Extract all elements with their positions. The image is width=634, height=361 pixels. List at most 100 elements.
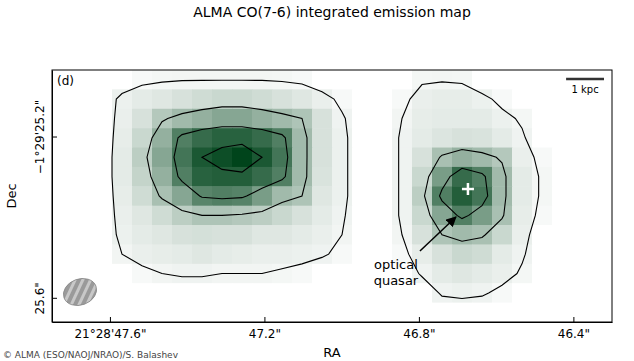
cell: [272, 167, 293, 187]
cell: [332, 186, 353, 206]
cell: [452, 206, 473, 226]
cell: [232, 225, 253, 245]
cell: [512, 283, 533, 303]
cell: [332, 244, 353, 264]
cell: [272, 244, 293, 264]
cell: [352, 109, 373, 129]
cell: [172, 167, 193, 187]
contours: [112, 80, 539, 298]
y-tick: 25.6": [33, 282, 57, 314]
cell: [92, 225, 113, 245]
cell: [372, 128, 393, 148]
cell: [152, 128, 173, 148]
cell: [452, 264, 473, 284]
cell: [152, 109, 173, 129]
cell: [412, 128, 433, 148]
cell: [292, 206, 313, 226]
cell: [512, 70, 533, 90]
cell: [492, 303, 513, 322]
cell: [412, 70, 433, 90]
cell: [192, 89, 213, 109]
cell: [292, 283, 313, 303]
cell: [372, 303, 393, 322]
cell: [372, 70, 393, 90]
cell: [72, 244, 93, 264]
cell: [492, 206, 513, 226]
cell: [92, 148, 113, 168]
cell: [532, 89, 553, 109]
cell: [532, 70, 553, 90]
cell: [532, 264, 553, 284]
cell: [532, 128, 553, 148]
cell: [252, 283, 273, 303]
cell: [212, 128, 233, 148]
cell: [132, 148, 153, 168]
cell: [512, 244, 533, 264]
cell: [392, 70, 413, 90]
cell: [392, 206, 413, 226]
cell: [272, 303, 293, 322]
x-axis-line: [53, 322, 613, 323]
cell: [332, 206, 353, 226]
cell: [292, 89, 313, 109]
cell: [492, 186, 513, 206]
cell: [332, 70, 353, 90]
cell: [172, 225, 193, 245]
cell: [152, 167, 173, 187]
cell: [572, 206, 593, 226]
cell: [312, 186, 333, 206]
cell: [72, 225, 93, 245]
cell: [552, 206, 573, 226]
y-axis-line: [52, 71, 53, 323]
cell: [372, 89, 393, 109]
cell: [312, 225, 333, 245]
cell: [132, 303, 153, 322]
cell: [252, 186, 273, 206]
cell: [572, 264, 593, 284]
cell: [492, 167, 513, 187]
cell: [312, 303, 333, 322]
cell: [432, 283, 453, 303]
cell: [512, 128, 533, 148]
cell: [352, 128, 373, 148]
cell: [112, 186, 133, 206]
cell: [472, 70, 493, 90]
x-tick: 47.2": [249, 317, 281, 341]
cell: [52, 244, 73, 264]
cell: [192, 186, 213, 206]
cell: [472, 283, 493, 303]
cell: [592, 167, 612, 187]
cell: [452, 244, 473, 264]
cell: [212, 225, 233, 245]
cell: [132, 283, 153, 303]
cell: [92, 109, 113, 129]
cell: [112, 264, 133, 284]
cell: [532, 167, 553, 187]
cell: [572, 283, 593, 303]
cell: [552, 303, 573, 322]
cell: [292, 128, 313, 148]
contour: [112, 80, 539, 298]
x-tick-label: 21°28'47.6": [74, 327, 146, 341]
cell: [232, 186, 253, 206]
cell: [352, 70, 373, 90]
cell: [192, 167, 213, 187]
cell: [332, 128, 353, 148]
cell: [552, 109, 573, 129]
cell: [232, 109, 253, 129]
cell: [232, 283, 253, 303]
cell: [152, 225, 173, 245]
cell: [52, 225, 73, 245]
cell: [172, 186, 193, 206]
x-tick: 21°28'47.6": [74, 317, 146, 341]
cell: [212, 283, 233, 303]
cell: [452, 303, 473, 322]
x-axis: 21°28'47.6"47.2"46.8"46.4": [53, 317, 613, 341]
cell: [432, 109, 453, 129]
title: ALMA CO(7-6) integrated emission map: [193, 4, 471, 20]
cell: [252, 109, 273, 129]
cell: [312, 148, 333, 168]
cell: [352, 244, 373, 264]
cell: [532, 244, 553, 264]
cell: [392, 303, 413, 322]
